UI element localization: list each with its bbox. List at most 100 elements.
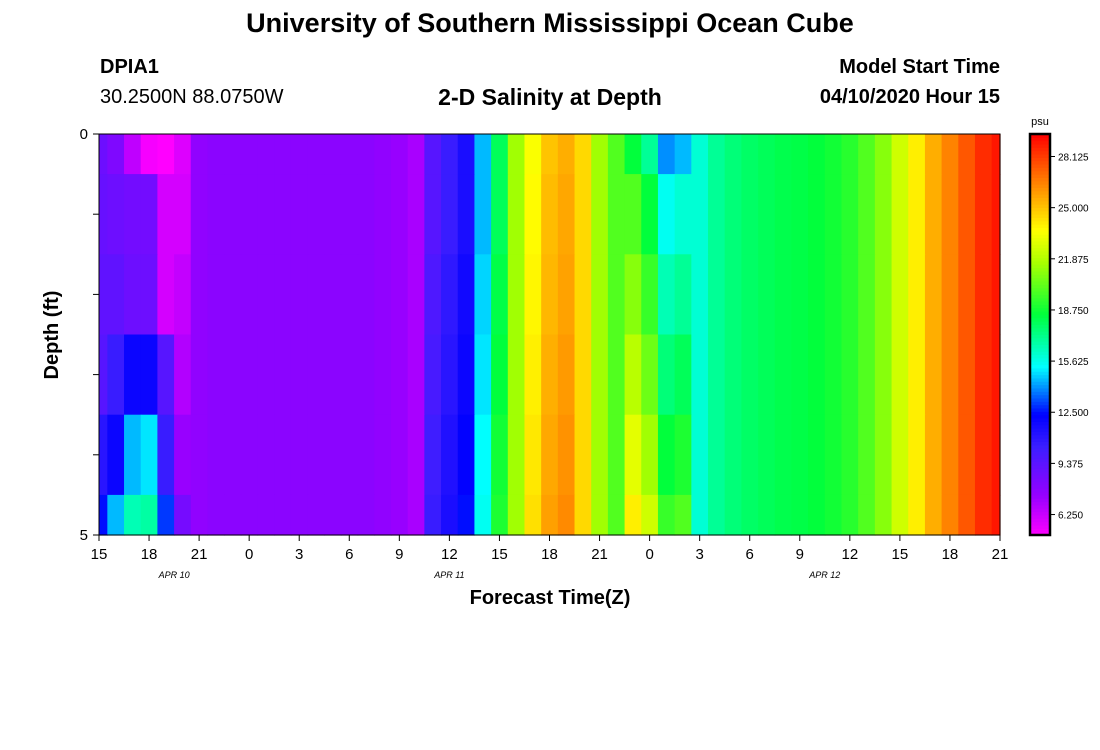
colorbar-swatch (1030, 230, 1050, 235)
heatmap-cell (641, 174, 659, 255)
heatmap-cell (891, 494, 909, 536)
colorbar-swatch (1030, 214, 1050, 219)
heatmap-cell (557, 254, 576, 336)
heatmap-cell (941, 414, 959, 496)
x-tick-label: 18 (942, 546, 959, 563)
heatmap-cell (874, 254, 893, 336)
heatmap-cell (541, 134, 559, 175)
colorbar-swatch (1030, 311, 1050, 315)
colorbar-swatch (1030, 344, 1050, 349)
heatmap-cell (224, 254, 242, 336)
colorbar-swatch (1030, 478, 1050, 483)
colorbar-swatch (1030, 197, 1050, 202)
heatmap-cell (507, 414, 526, 496)
heatmap-cell (641, 334, 659, 416)
colorbar-swatch (1030, 264, 1050, 269)
heatmap-cell (674, 414, 692, 496)
heatmap-cell (808, 134, 826, 175)
heatmap-cell (691, 414, 709, 496)
heatmap-cell (507, 494, 526, 536)
heatmap-cell (491, 254, 509, 336)
heatmap-cell (390, 134, 409, 175)
heatmap-cell (107, 414, 125, 496)
heatmap-cell (99, 494, 108, 536)
heatmap-cell (307, 414, 325, 496)
heatmap-cell (474, 334, 492, 416)
heatmap-cell (190, 174, 209, 255)
heatmap-cell (891, 414, 909, 496)
x-tick-label: 6 (345, 546, 353, 563)
heatmap-cell (641, 134, 659, 175)
colorbar-swatch (1030, 257, 1050, 262)
heatmap-cell (340, 414, 359, 496)
heatmap-cell (908, 254, 926, 336)
colorbar-swatch (1030, 364, 1050, 369)
colorbar-swatch (1030, 327, 1050, 332)
colorbar-tick-label: 15.625 (1058, 357, 1089, 368)
colorbar-swatch (1030, 267, 1050, 272)
colorbar-swatch (1030, 150, 1050, 155)
heatmap-cell (824, 334, 843, 416)
heatmap-cell (774, 254, 793, 336)
heatmap-cell (424, 414, 442, 496)
colorbar-swatch (1030, 194, 1050, 198)
heatmap-cell (107, 254, 125, 336)
heatmap-cell (774, 134, 793, 175)
colorbar-swatch (1030, 351, 1050, 356)
heatmap-cell (607, 334, 626, 416)
heatmap-cell (941, 254, 959, 336)
heatmap-cell (724, 254, 742, 336)
station-id: DPIA1 (100, 56, 159, 78)
heatmap-cell (624, 134, 642, 175)
heatmap-cell (157, 174, 175, 255)
heatmap-cell (924, 134, 943, 175)
colorbar-swatch (1030, 184, 1050, 188)
heatmap-cell (240, 134, 259, 175)
heatmap-cell (958, 174, 976, 255)
heatmap-cell (190, 494, 209, 536)
colorbar-swatch (1030, 277, 1050, 282)
heatmap-cell (457, 134, 476, 175)
heatmap-cell (808, 254, 826, 336)
colorbar-swatch (1030, 458, 1050, 462)
heatmap-cell (99, 174, 108, 255)
heatmap-cell (724, 414, 742, 496)
colorbar-swatch (1030, 160, 1050, 165)
colorbar-swatch (1030, 224, 1050, 229)
heatmap-cell (841, 174, 859, 255)
heatmap-cell (457, 414, 476, 496)
heatmap-cell (724, 494, 742, 536)
heatmap-cell (674, 254, 692, 336)
colorbar-swatch (1030, 321, 1050, 325)
heatmap-cell (924, 334, 943, 416)
heatmap-cell (708, 414, 726, 496)
heatmap-cell (274, 254, 292, 336)
heatmap-cell (457, 334, 476, 416)
heatmap-cell (908, 174, 926, 255)
model-start-label: Model Start Time (839, 56, 1000, 78)
colorbar-swatch (1030, 240, 1050, 245)
heatmap-cell (507, 134, 526, 175)
heatmap-cell (741, 494, 759, 536)
heatmap-cell (99, 334, 108, 416)
heatmap-cell (240, 414, 259, 496)
heatmap-cell (457, 174, 476, 255)
colorbar-swatch (1030, 518, 1050, 523)
colorbar-swatch (1030, 387, 1050, 392)
heatmap-cell (641, 494, 659, 536)
colorbar: psu 6.250 9.375 12.500 15.625 18.750 21.875 25.… (1028, 116, 1089, 537)
heatmap-cell (207, 334, 225, 416)
x-tick-label: 9 (395, 546, 403, 563)
x-tick-label: 12 (841, 546, 858, 563)
colorbar-swatch (1030, 271, 1050, 275)
colorbar-swatch (1030, 134, 1050, 138)
colorbar-swatch (1030, 247, 1050, 252)
colorbar-swatch (1030, 297, 1050, 302)
colorbar-swatch (1030, 357, 1050, 362)
heatmap-cell (491, 414, 509, 496)
heatmap-cell (858, 134, 876, 175)
heatmap-cell (224, 174, 242, 255)
x-axis-label: Forecast Time(Z) (470, 587, 631, 609)
colorbar-swatch (1030, 444, 1050, 449)
heatmap-cell (791, 334, 809, 416)
